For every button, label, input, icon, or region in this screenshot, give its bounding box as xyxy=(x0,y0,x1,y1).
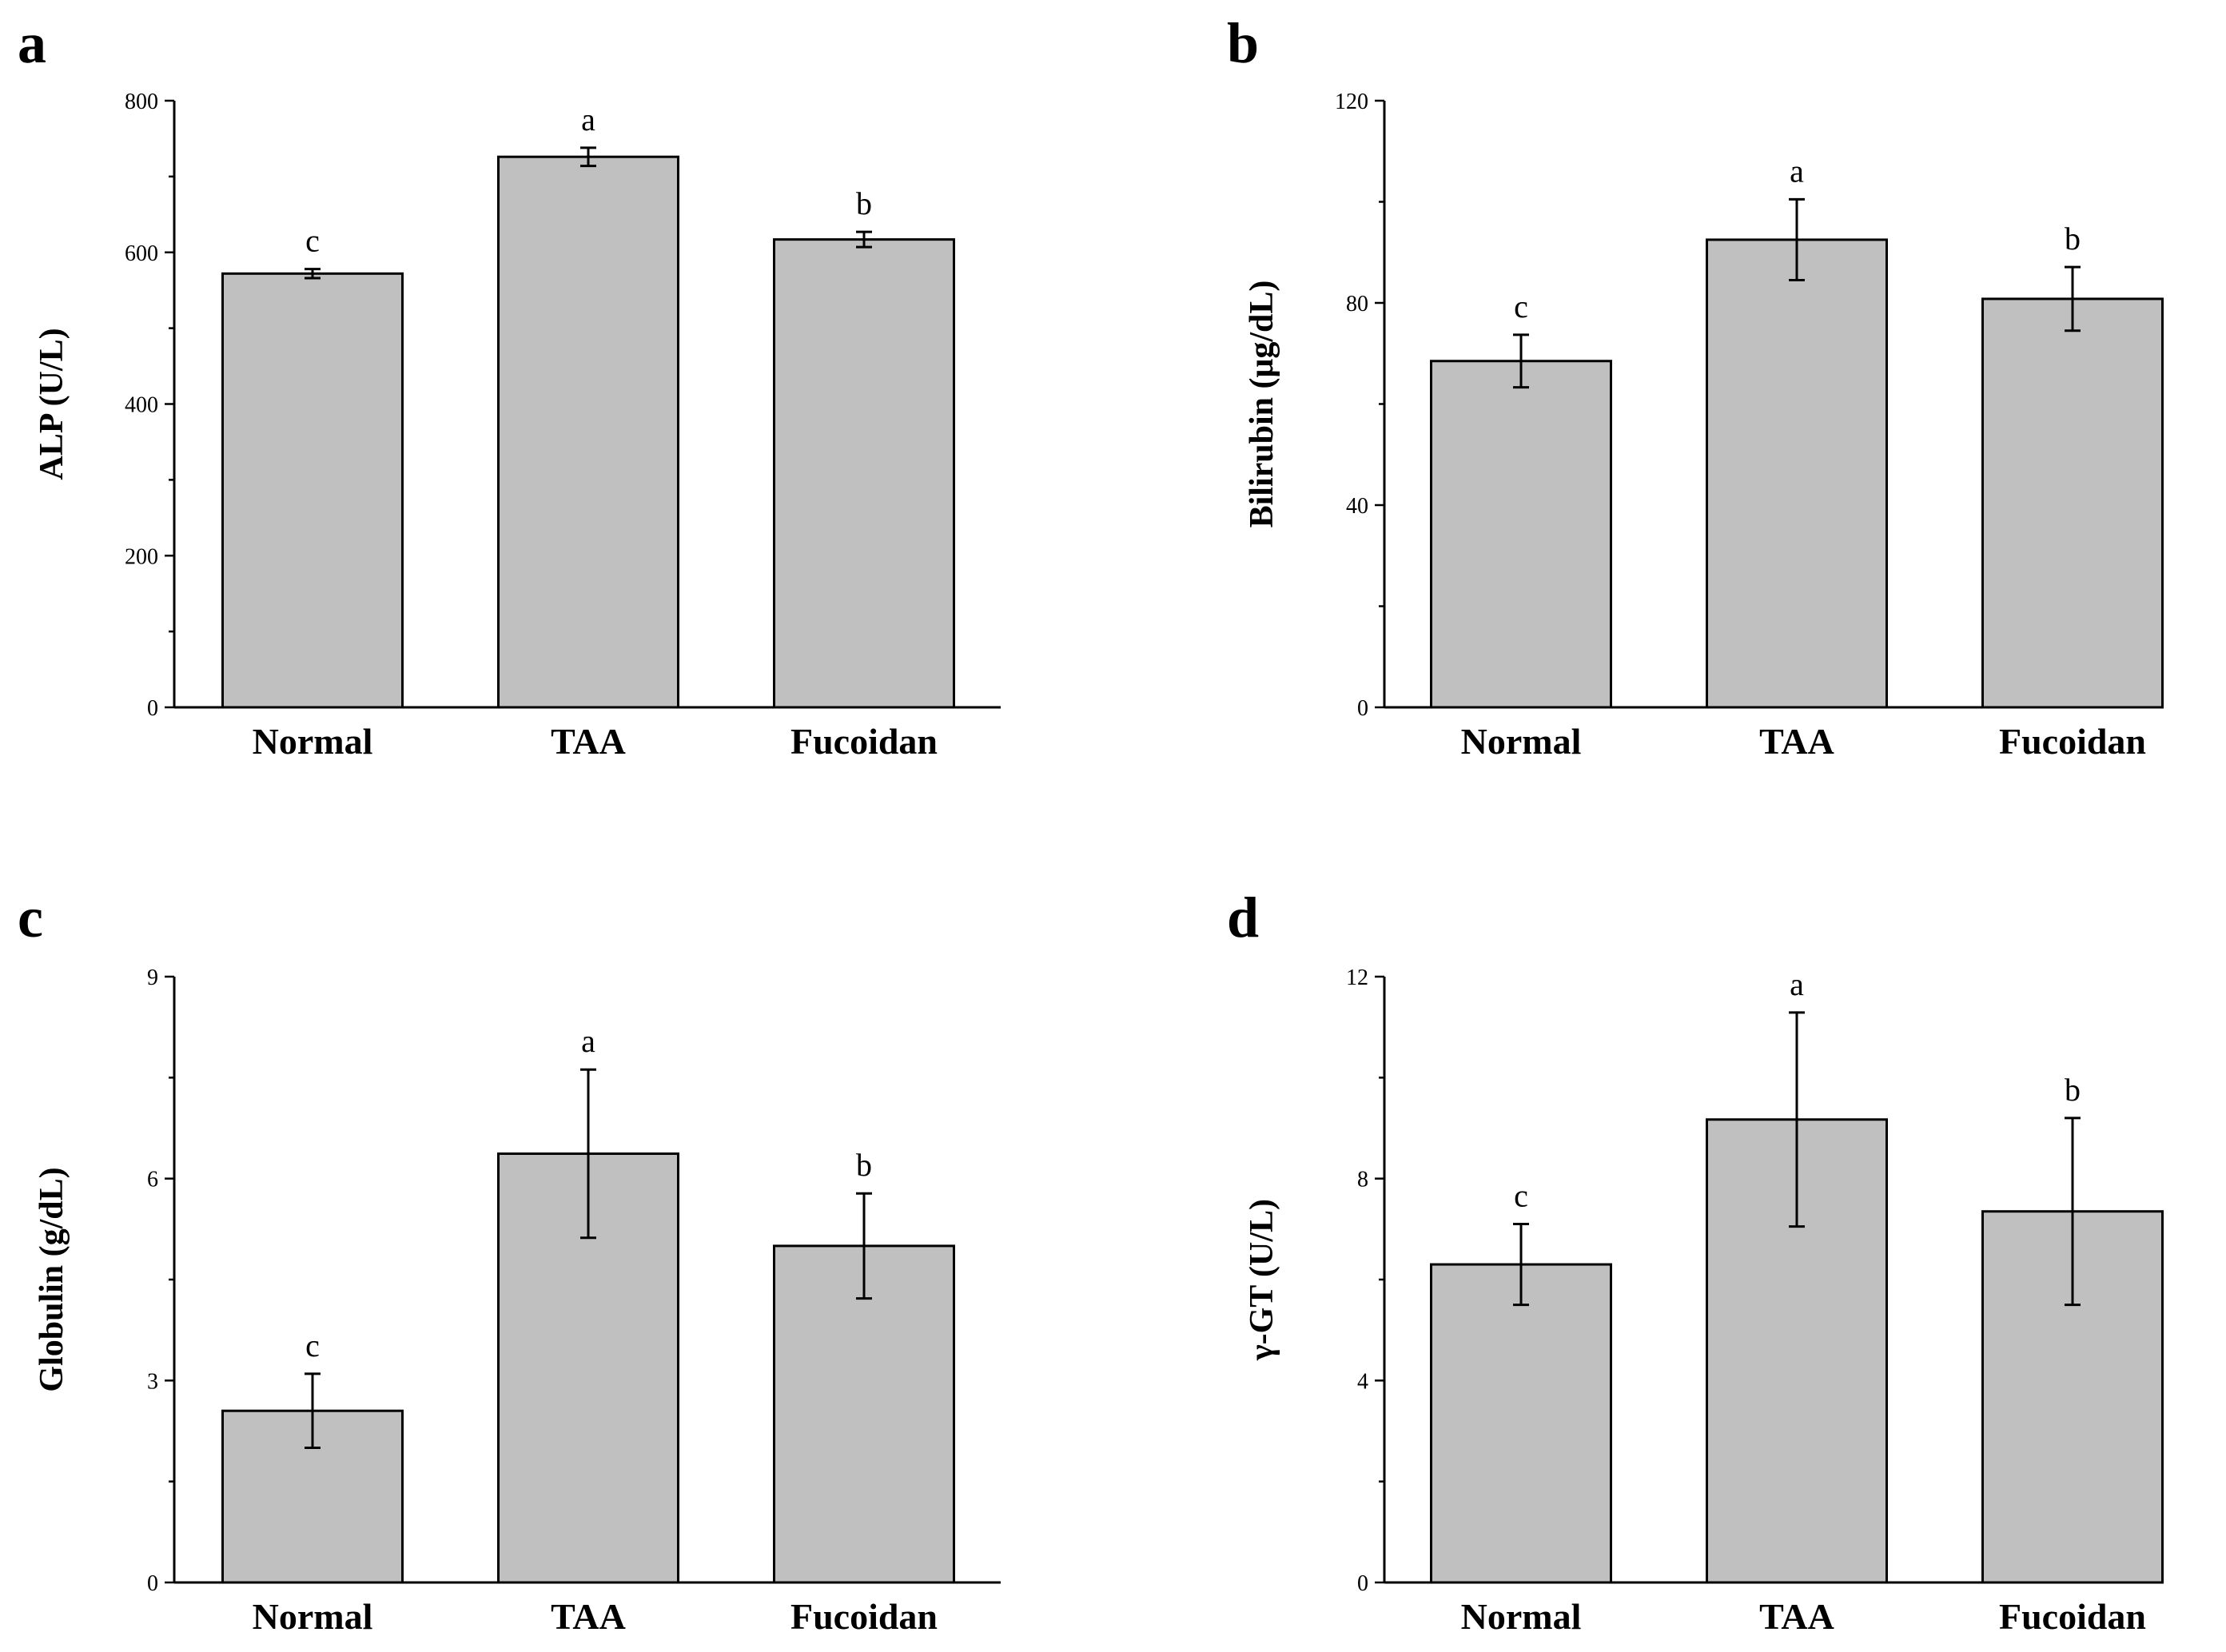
y-tick-label: 800 xyxy=(125,90,158,114)
category-label-taa: TAA xyxy=(1759,1596,1834,1637)
category-label-fucoidan: Fucoidan xyxy=(1999,1596,2146,1637)
y-axis-title: Globulin (g/dL) xyxy=(34,1167,70,1391)
y-tick-label: 8 xyxy=(1357,1168,1368,1192)
bar-normal xyxy=(1430,360,1612,709)
error-bar-fucoidan xyxy=(856,1192,872,1300)
category-label-fucoidan: Fucoidan xyxy=(790,721,938,762)
bar-fucoidan xyxy=(1981,297,2164,709)
significance-label: b xyxy=(2065,221,2081,257)
y-tick-label: 0 xyxy=(1357,1571,1368,1596)
y-tick-label: 6 xyxy=(147,1168,158,1192)
error-bar-normal xyxy=(305,268,321,280)
y-tick-label: 0 xyxy=(1357,696,1368,721)
category-label-normal: Normal xyxy=(1461,721,1582,762)
y-axis-title: ALP (U/L) xyxy=(34,328,70,480)
error-bar-fucoidan xyxy=(2065,265,2081,332)
significance-label: a xyxy=(1790,966,1804,1002)
category-label-taa: TAA xyxy=(551,721,626,762)
y-tick-label: 0 xyxy=(147,696,158,721)
error-bar-taa xyxy=(580,1068,596,1240)
bar-normal xyxy=(221,272,404,709)
bar-taa xyxy=(1706,238,1888,709)
significance-label: a xyxy=(1790,153,1804,189)
error-bar-taa xyxy=(1789,1011,1805,1228)
category-label-fucoidan: Fucoidan xyxy=(790,1596,938,1637)
y-tick-label: 3 xyxy=(147,1369,158,1394)
error-bar-normal xyxy=(305,1372,321,1450)
significance-label: c xyxy=(305,223,320,259)
error-bar-normal xyxy=(1513,333,1529,389)
error-bar-normal xyxy=(1513,1223,1529,1307)
significance-label: a xyxy=(581,102,595,137)
y-tick-label: 0 xyxy=(147,1571,158,1596)
significance-label: c xyxy=(1514,289,1528,324)
bar-fucoidan xyxy=(773,238,955,709)
y-tick-label: 600 xyxy=(125,241,158,266)
category-label-taa: TAA xyxy=(551,1596,626,1637)
significance-label: b xyxy=(856,185,872,221)
category-label-taa: TAA xyxy=(1759,721,1834,762)
y-tick-label: 9 xyxy=(147,965,158,990)
bar-taa xyxy=(497,155,679,709)
y-tick-label: 12 xyxy=(1346,965,1368,990)
chart-panel-c: c c a b 0 3 6 9 Normal TAA Fucoidan Globulin (g/dL) xyxy=(18,886,1001,1637)
error-bar-fucoidan xyxy=(2065,1117,2081,1307)
error-bar-taa xyxy=(580,146,596,168)
y-tick-label: 80 xyxy=(1346,292,1368,316)
panel-label: a xyxy=(18,11,46,75)
significance-label: b xyxy=(2065,1072,2081,1108)
y-tick-label: 400 xyxy=(125,393,158,418)
error-bar-fucoidan xyxy=(856,230,872,249)
category-label-normal: Normal xyxy=(1461,1596,1582,1637)
y-axis-title: γ-GT (U/L) xyxy=(1244,1199,1280,1361)
error-bar-taa xyxy=(1789,197,1805,282)
panel-label: b xyxy=(1227,11,1259,75)
bar-normal xyxy=(1430,1263,1612,1584)
panel-label: c xyxy=(18,886,43,949)
significance-label: b xyxy=(856,1147,872,1183)
y-tick-label: 200 xyxy=(125,544,158,569)
y-tick-label: 40 xyxy=(1346,494,1368,519)
significance-label: c xyxy=(1514,1178,1528,1214)
panel-label: d xyxy=(1227,886,1259,949)
category-label-fucoidan: Fucoidan xyxy=(1999,721,2146,762)
category-label-normal: Normal xyxy=(253,721,373,762)
y-tick-label: 4 xyxy=(1357,1369,1368,1394)
y-tick-label: 120 xyxy=(1335,90,1368,114)
y-axis-title: Bilirubin (μg/dL) xyxy=(1244,281,1280,528)
significance-label: a xyxy=(581,1023,595,1059)
category-label-normal: Normal xyxy=(253,1596,373,1637)
significance-label: c xyxy=(305,1328,320,1363)
chart-panel-b: b c a b 0 40 80 120 Normal TAA Fucoidan Bilirubin (… xyxy=(1227,11,2164,762)
chart-panel-a: a c a b 0 200 400 600 800 Normal TAA Fucoidan ALP (U… xyxy=(18,11,1001,762)
chart-panel-d: d c a b 0 4 8 12 Normal TAA Fucoidan γ-GT (U/L) xyxy=(1227,886,2164,1637)
